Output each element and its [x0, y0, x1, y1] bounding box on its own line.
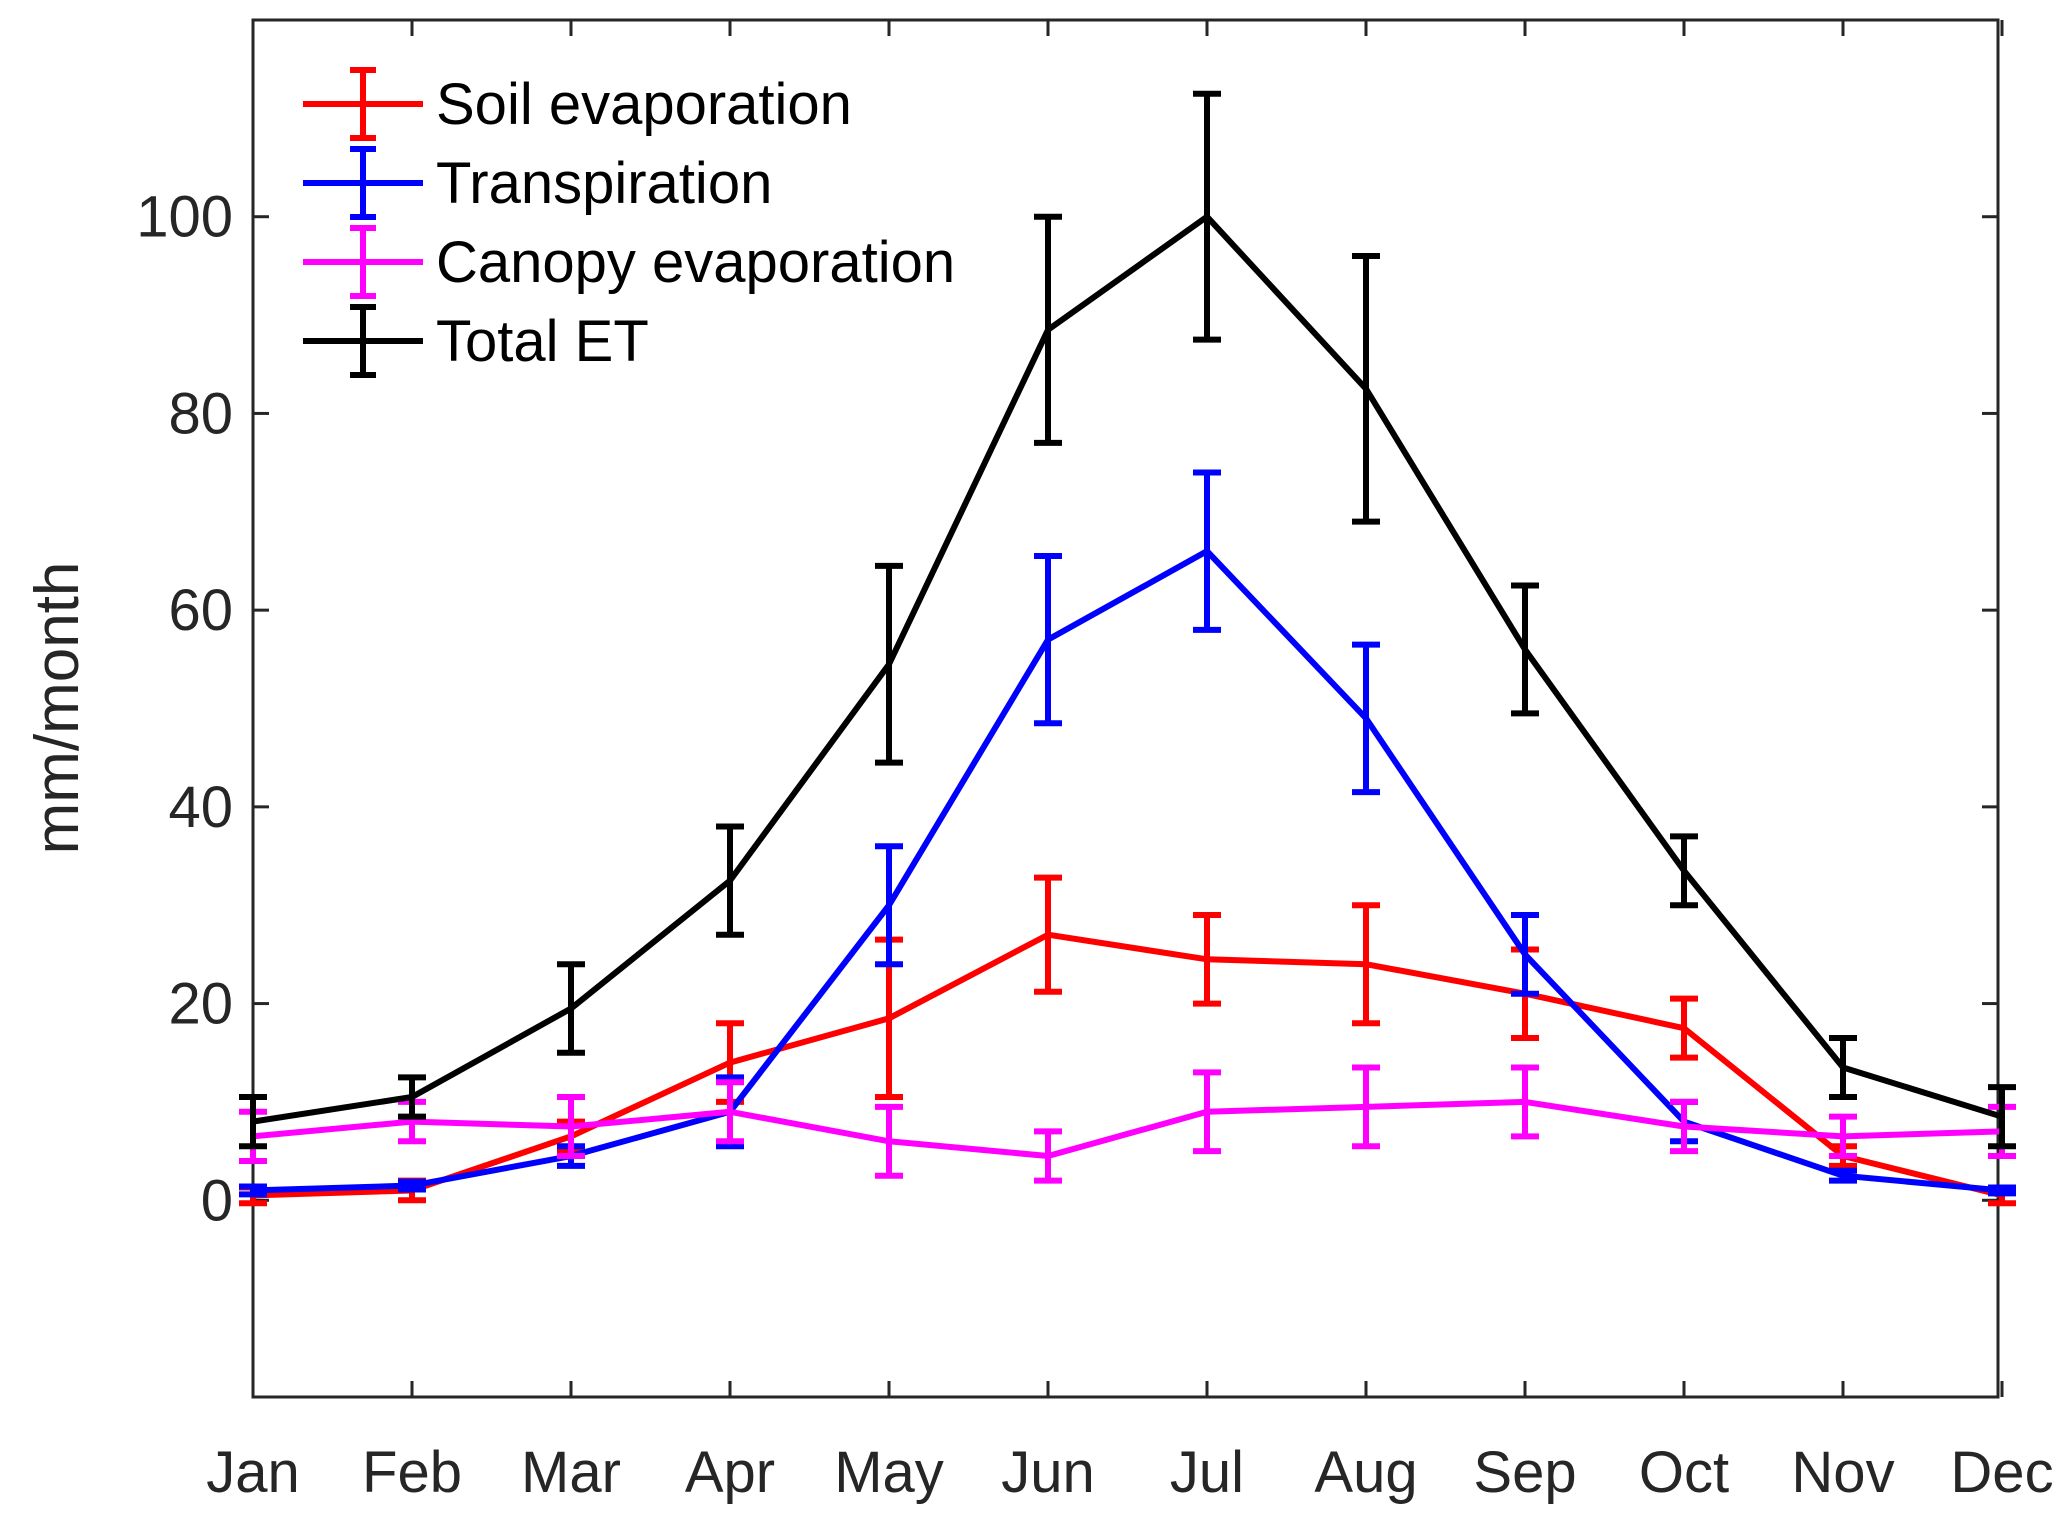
- error-bar: [1988, 1084, 2016, 1150]
- x-tick-label: Apr: [685, 1440, 775, 1505]
- error-bar: [875, 562, 903, 766]
- legend-item: Total ET: [303, 304, 649, 378]
- error-bar: [1193, 1069, 1221, 1155]
- error-bar: [1352, 641, 1380, 796]
- error-bar: [1829, 1034, 1857, 1101]
- x-tick-label: Jul: [1170, 1440, 1244, 1505]
- error-bar: [716, 1079, 744, 1145]
- x-tick-label: Oct: [1639, 1440, 1729, 1505]
- error-bar: [1829, 1167, 1857, 1184]
- y-tick-label: 80: [168, 381, 233, 446]
- series-total-et: [239, 90, 2016, 1150]
- error-bar: [1670, 833, 1698, 909]
- error-bar: [1511, 582, 1539, 717]
- legend: Soil evaporation Transpiration Canopy evap…: [303, 67, 955, 378]
- error-bar: [1352, 253, 1380, 525]
- x-tick-label: Aug: [1314, 1440, 1417, 1505]
- error-bar: [1034, 874, 1062, 995]
- error-bar: [398, 1178, 426, 1193]
- error-bar: [239, 1183, 267, 1198]
- series-line: [252, 931, 2003, 1199]
- y-tick-label: 60: [168, 578, 233, 643]
- error-bar: [1034, 1128, 1062, 1184]
- x-tick-label: Mar: [521, 1440, 621, 1505]
- series-layer: [239, 90, 2016, 1207]
- error-bar: [557, 961, 585, 1056]
- x-tick-label: Jun: [1001, 1440, 1095, 1505]
- legend-label: Soil evaporation: [436, 72, 852, 137]
- legend-item: Soil evaporation: [303, 67, 852, 141]
- error-bar: [1670, 1098, 1698, 1155]
- error-bar: [1988, 1184, 2016, 1197]
- x-tick-label: May: [834, 1440, 944, 1505]
- error-bar: [716, 823, 744, 938]
- legend-label: Total ET: [436, 309, 649, 374]
- error-bar: [1034, 213, 1062, 446]
- legend-label: Canopy evaporation: [436, 230, 955, 295]
- legend-label: Transpiration: [436, 151, 772, 216]
- error-bar: [239, 1094, 267, 1150]
- y-tick-label: 100: [136, 185, 233, 250]
- legend-item: Canopy evaporation: [303, 225, 955, 299]
- y-tick-label: 20: [168, 972, 233, 1037]
- error-bar: [1193, 90, 1221, 343]
- error-bar: [1193, 912, 1221, 1007]
- error-bar: [1193, 469, 1221, 633]
- legend-item: Transpiration: [303, 146, 772, 220]
- y-axis: 0 20 40 60 80 100: [136, 185, 1998, 1233]
- x-tick-label: Dec: [1950, 1440, 2053, 1505]
- y-axis-label: mm/month: [23, 562, 92, 855]
- error-bar: [1829, 1113, 1857, 1160]
- error-bar: [1352, 902, 1380, 1027]
- y-tick-label: 0: [201, 1168, 233, 1233]
- series-line: [252, 213, 2003, 1125]
- error-bar: [1034, 553, 1062, 727]
- error-bar: [1352, 1064, 1380, 1150]
- error-bar: [1511, 1064, 1539, 1140]
- plot-frame: [251, 18, 2000, 1399]
- series-line: [252, 1098, 2003, 1160]
- error-bar: [875, 843, 903, 968]
- y-tick-label: 40: [168, 775, 233, 840]
- x-axis: Jan Feb Mar Apr May Jun Jul Aug Sep Oct Nov Dec: [206, 20, 2054, 1505]
- error-bar: [557, 1094, 585, 1160]
- series-canopy-evaporation: [239, 1064, 2016, 1184]
- error-bar: [875, 1103, 903, 1179]
- error-bar: [398, 1074, 426, 1120]
- error-bar: [1670, 995, 1698, 1061]
- x-tick-label: Jan: [206, 1440, 300, 1505]
- x-tick-label: Sep: [1473, 1440, 1576, 1505]
- x-tick-label: Nov: [1791, 1440, 1894, 1505]
- x-tick-label: Feb: [362, 1440, 462, 1505]
- error-bar: [1511, 912, 1539, 997]
